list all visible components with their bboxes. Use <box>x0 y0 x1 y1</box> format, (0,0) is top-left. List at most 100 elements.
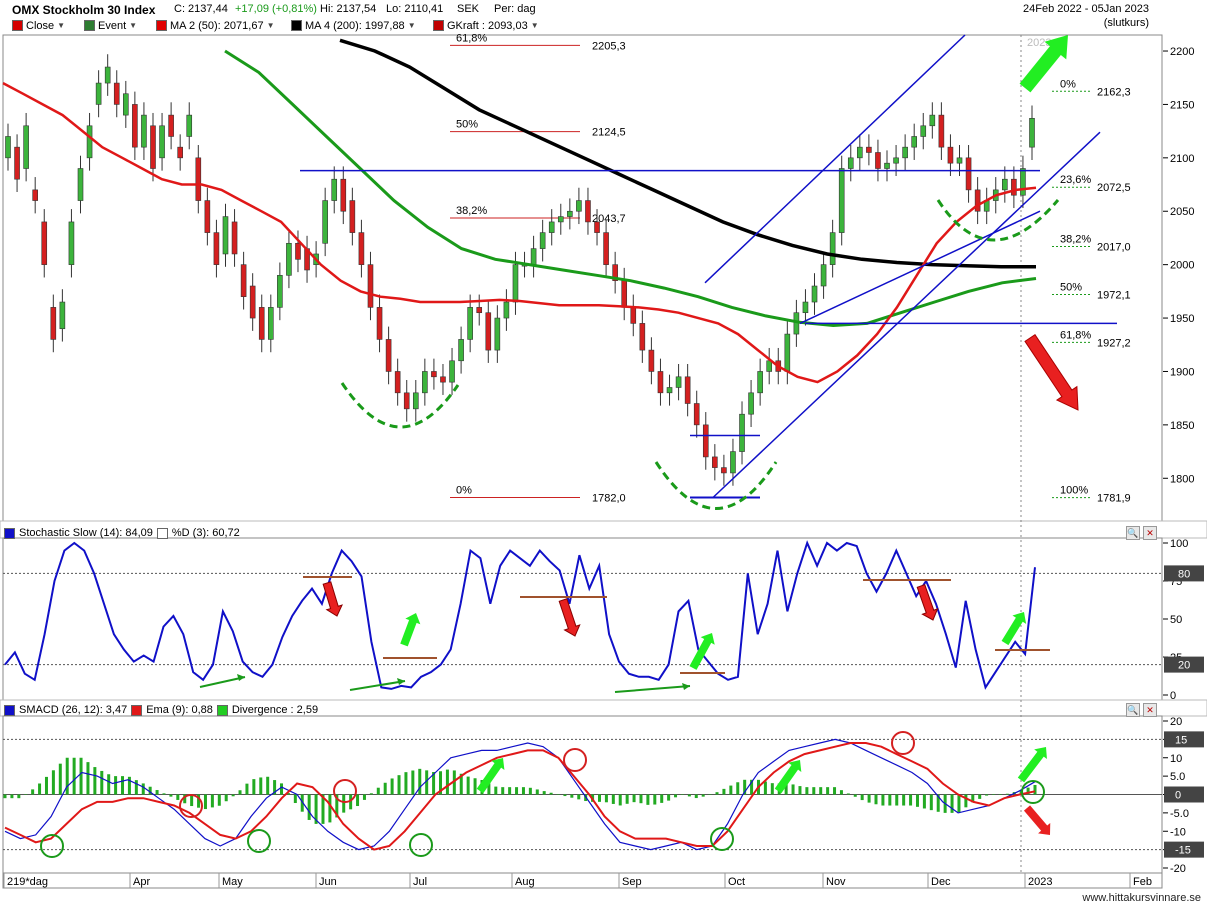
macd-swatch-icon <box>4 704 15 716</box>
close-icon[interactable]: ✕ <box>1143 526 1157 540</box>
down-arrow-icon <box>558 598 581 637</box>
divergence-bar <box>964 794 968 808</box>
candle-down <box>376 307 383 340</box>
chevron-down-icon[interactable]: ▼ <box>57 21 66 30</box>
ma200-swatch-icon <box>291 20 302 31</box>
x-tick-label: 219*dag <box>7 876 48 888</box>
divergence-bar <box>798 786 802 795</box>
chevron-down-icon[interactable]: ▼ <box>129 21 138 30</box>
x-tick-label: Aug <box>515 876 535 888</box>
currency-label: SEK <box>457 3 480 15</box>
divergence-bar <box>473 778 477 795</box>
candle-down <box>41 221 48 265</box>
divergence-bar <box>687 794 691 797</box>
divergence-bar <box>155 790 159 795</box>
chevron-down-icon[interactable]: ▼ <box>530 21 539 30</box>
stoch-level-label: 80 <box>1178 568 1190 580</box>
divergence-bar <box>715 792 719 795</box>
divergence-bar <box>100 770 104 795</box>
magnify-icon[interactable]: 🔍 <box>1126 526 1140 540</box>
x-tick-label: Jul <box>413 876 427 888</box>
candle-down <box>648 349 655 372</box>
divergence-bar <box>729 785 733 795</box>
candle-up <box>412 392 419 410</box>
legend-ma50[interactable]: MA 2 (50): 2071,67 ▼ <box>156 19 274 32</box>
divergence-bar <box>307 794 311 820</box>
candle-down <box>630 307 637 324</box>
candle-up <box>86 125 93 159</box>
stoch-pane-controls[interactable]: 🔍 ✕ <box>1126 526 1157 540</box>
channel-upper-line <box>704 34 966 284</box>
macd-y-label: -20 <box>1170 863 1186 875</box>
candle-down <box>403 392 410 410</box>
candle-down <box>585 200 591 223</box>
stoch-d-label: %D (3): 60,72 <box>171 527 240 539</box>
stoch-line <box>4 540 1036 690</box>
stochastic-pane[interactable]: 02550751008020 <box>3 538 1204 702</box>
divergence-bar <box>922 794 926 809</box>
divergence-arrowhead-icon <box>237 674 245 681</box>
macd-pane-controls[interactable]: 🔍 ✕ <box>1126 703 1157 717</box>
divergence-bar <box>680 794 684 795</box>
divergence-bar <box>597 794 601 802</box>
candle-up <box>829 232 836 265</box>
divergence-bar <box>439 771 443 795</box>
candle-down <box>367 264 374 308</box>
chevron-down-icon[interactable]: ▼ <box>266 21 275 30</box>
divergence-bar <box>929 794 933 811</box>
macd-level-label: -15 <box>1175 845 1191 857</box>
candle-down <box>612 264 618 281</box>
divergence-bar <box>839 790 843 795</box>
divergence-bar <box>148 786 152 795</box>
magnify-icon[interactable]: 🔍 <box>1126 703 1140 717</box>
arrow-shape <box>558 598 581 637</box>
candle-up <box>1002 178 1008 191</box>
candle-up <box>757 371 763 394</box>
candlesticks[interactable] <box>5 54 1035 486</box>
chevron-down-icon[interactable]: ▼ <box>407 21 416 30</box>
divergence-bar <box>24 794 28 795</box>
legend-event[interactable]: Event ▼ <box>84 19 137 32</box>
divergence-bar <box>58 763 62 795</box>
gkraft-swatch-icon <box>433 20 444 31</box>
candle-up <box>5 136 11 159</box>
divergence-bar <box>694 794 698 799</box>
divergence-bar <box>978 794 982 799</box>
candle-down <box>639 323 646 351</box>
close-icon[interactable]: ✕ <box>1143 703 1157 717</box>
divergence-bar <box>826 787 830 795</box>
divergence-bar <box>141 783 145 795</box>
divergence-bar <box>833 787 837 795</box>
candle-up <box>766 360 773 372</box>
divergence-bar <box>895 794 899 806</box>
divergence-bar <box>1005 793 1009 795</box>
x-tick-label: Sep <box>622 876 642 888</box>
macd-y-label: 10 <box>1170 753 1182 765</box>
divergence-bar <box>390 778 394 795</box>
event-swatch-icon <box>84 20 95 31</box>
divergence-bar <box>888 794 892 806</box>
divergence-bar <box>770 783 774 795</box>
candle-up <box>159 125 165 159</box>
candle-up <box>548 221 555 233</box>
candle-up <box>811 285 818 303</box>
x-tick-label: Feb <box>1133 876 1152 888</box>
legend-gkraft[interactable]: GKraft : 2093,03 ▼ <box>433 19 539 32</box>
stoch-y-label: 0 <box>1170 690 1176 702</box>
up-arrow-icon <box>689 633 715 670</box>
year-label: 2023 <box>1027 37 1051 49</box>
smacd-line <box>4 738 1036 851</box>
up-arrow-icon <box>476 758 505 794</box>
candle-up <box>666 387 673 394</box>
candle-down <box>721 467 727 474</box>
divergence-bar <box>411 770 415 795</box>
legend-close[interactable]: Close ▼ <box>12 19 65 32</box>
legend-ma200[interactable]: MA 4 (200): 1997,88 ▼ <box>291 19 416 32</box>
divergence-bar <box>1026 787 1030 795</box>
fib-left-value: 2043,7 <box>592 213 626 225</box>
divergence-bar <box>985 794 989 796</box>
candle-up <box>222 216 229 255</box>
divergence-bar <box>549 792 553 795</box>
